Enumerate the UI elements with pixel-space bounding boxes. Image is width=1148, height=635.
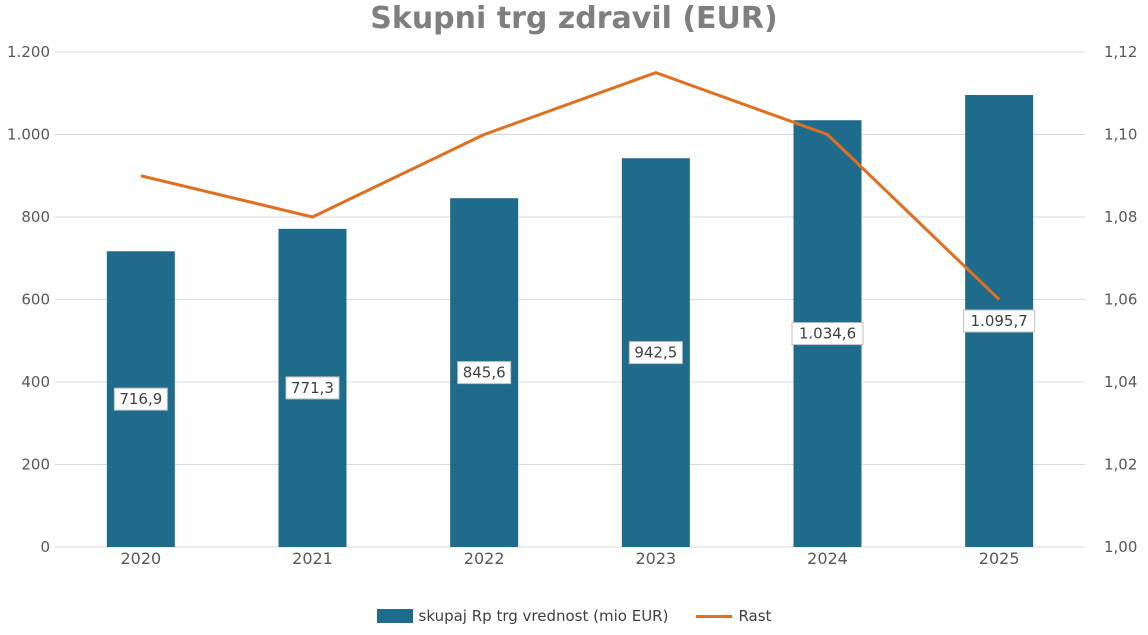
x-tick-label: 2020 — [120, 549, 161, 568]
y-right-tick-label: 1,12 — [1104, 43, 1137, 61]
y-right-tick-label: 1,02 — [1104, 456, 1137, 474]
data-label: 1.095,7 — [971, 312, 1028, 330]
y-left-tick-label: 400 — [21, 373, 50, 391]
legend-item-line: Rast — [696, 607, 771, 625]
data-label: 771,3 — [291, 379, 334, 397]
legend-label-line: Rast — [738, 607, 772, 625]
chart-legend: skupaj Rp trg vrednost (mio EUR) Rast — [0, 605, 1148, 627]
data-label-box — [457, 361, 512, 385]
y-right-tick-label: 1,10 — [1104, 126, 1137, 144]
x-tick-label: 2024 — [807, 549, 848, 568]
x-tick-label: 2022 — [464, 549, 505, 568]
y-right-tick-label: 1,00 — [1104, 538, 1137, 556]
x-tick-label: 2021 — [292, 549, 333, 568]
y-left-tick-label: 0 — [40, 538, 50, 556]
x-tick-label: 2025 — [979, 549, 1020, 568]
data-label: 716,9 — [119, 390, 162, 408]
data-label-box — [113, 387, 168, 411]
y-left-tick-label: 1.200 — [7, 43, 50, 61]
line-series-rast — [140, 71, 1001, 301]
data-label-box — [963, 309, 1036, 333]
y-left-tick-label: 1.000 — [7, 126, 50, 144]
chart-plot: 0 200 400 600 800 1.000 1.200 1,00 1,02 1,04 1,06 1… — [7, 43, 1137, 568]
legend-label-bars: skupaj Rp trg vrednost (mio EUR) — [418, 607, 669, 625]
data-label: 942,5 — [634, 344, 677, 362]
data-label-box — [628, 341, 683, 365]
y-right-tick-label: 1,06 — [1104, 291, 1137, 309]
legend-swatch-bar — [376, 609, 413, 623]
y-left-tick-label: 800 — [21, 208, 50, 226]
chart-title: Skupni trg zdravil (EUR) — [370, 1, 778, 36]
y-right-tick-label: 1,04 — [1104, 373, 1137, 391]
legend-swatch-line — [696, 614, 733, 618]
data-label: 845,6 — [463, 364, 506, 382]
data-label-box — [791, 322, 864, 346]
x-tick-label: 2023 — [635, 549, 676, 568]
data-label: 1.034,6 — [799, 325, 856, 343]
y-right-tick-label: 1,08 — [1104, 208, 1137, 226]
data-label-box — [285, 376, 340, 400]
y-left-tick-label: 600 — [21, 291, 50, 309]
legend-item-bars: skupaj Rp trg vrednost (mio EUR) — [376, 607, 669, 625]
y-left-tick-label: 200 — [21, 456, 50, 474]
